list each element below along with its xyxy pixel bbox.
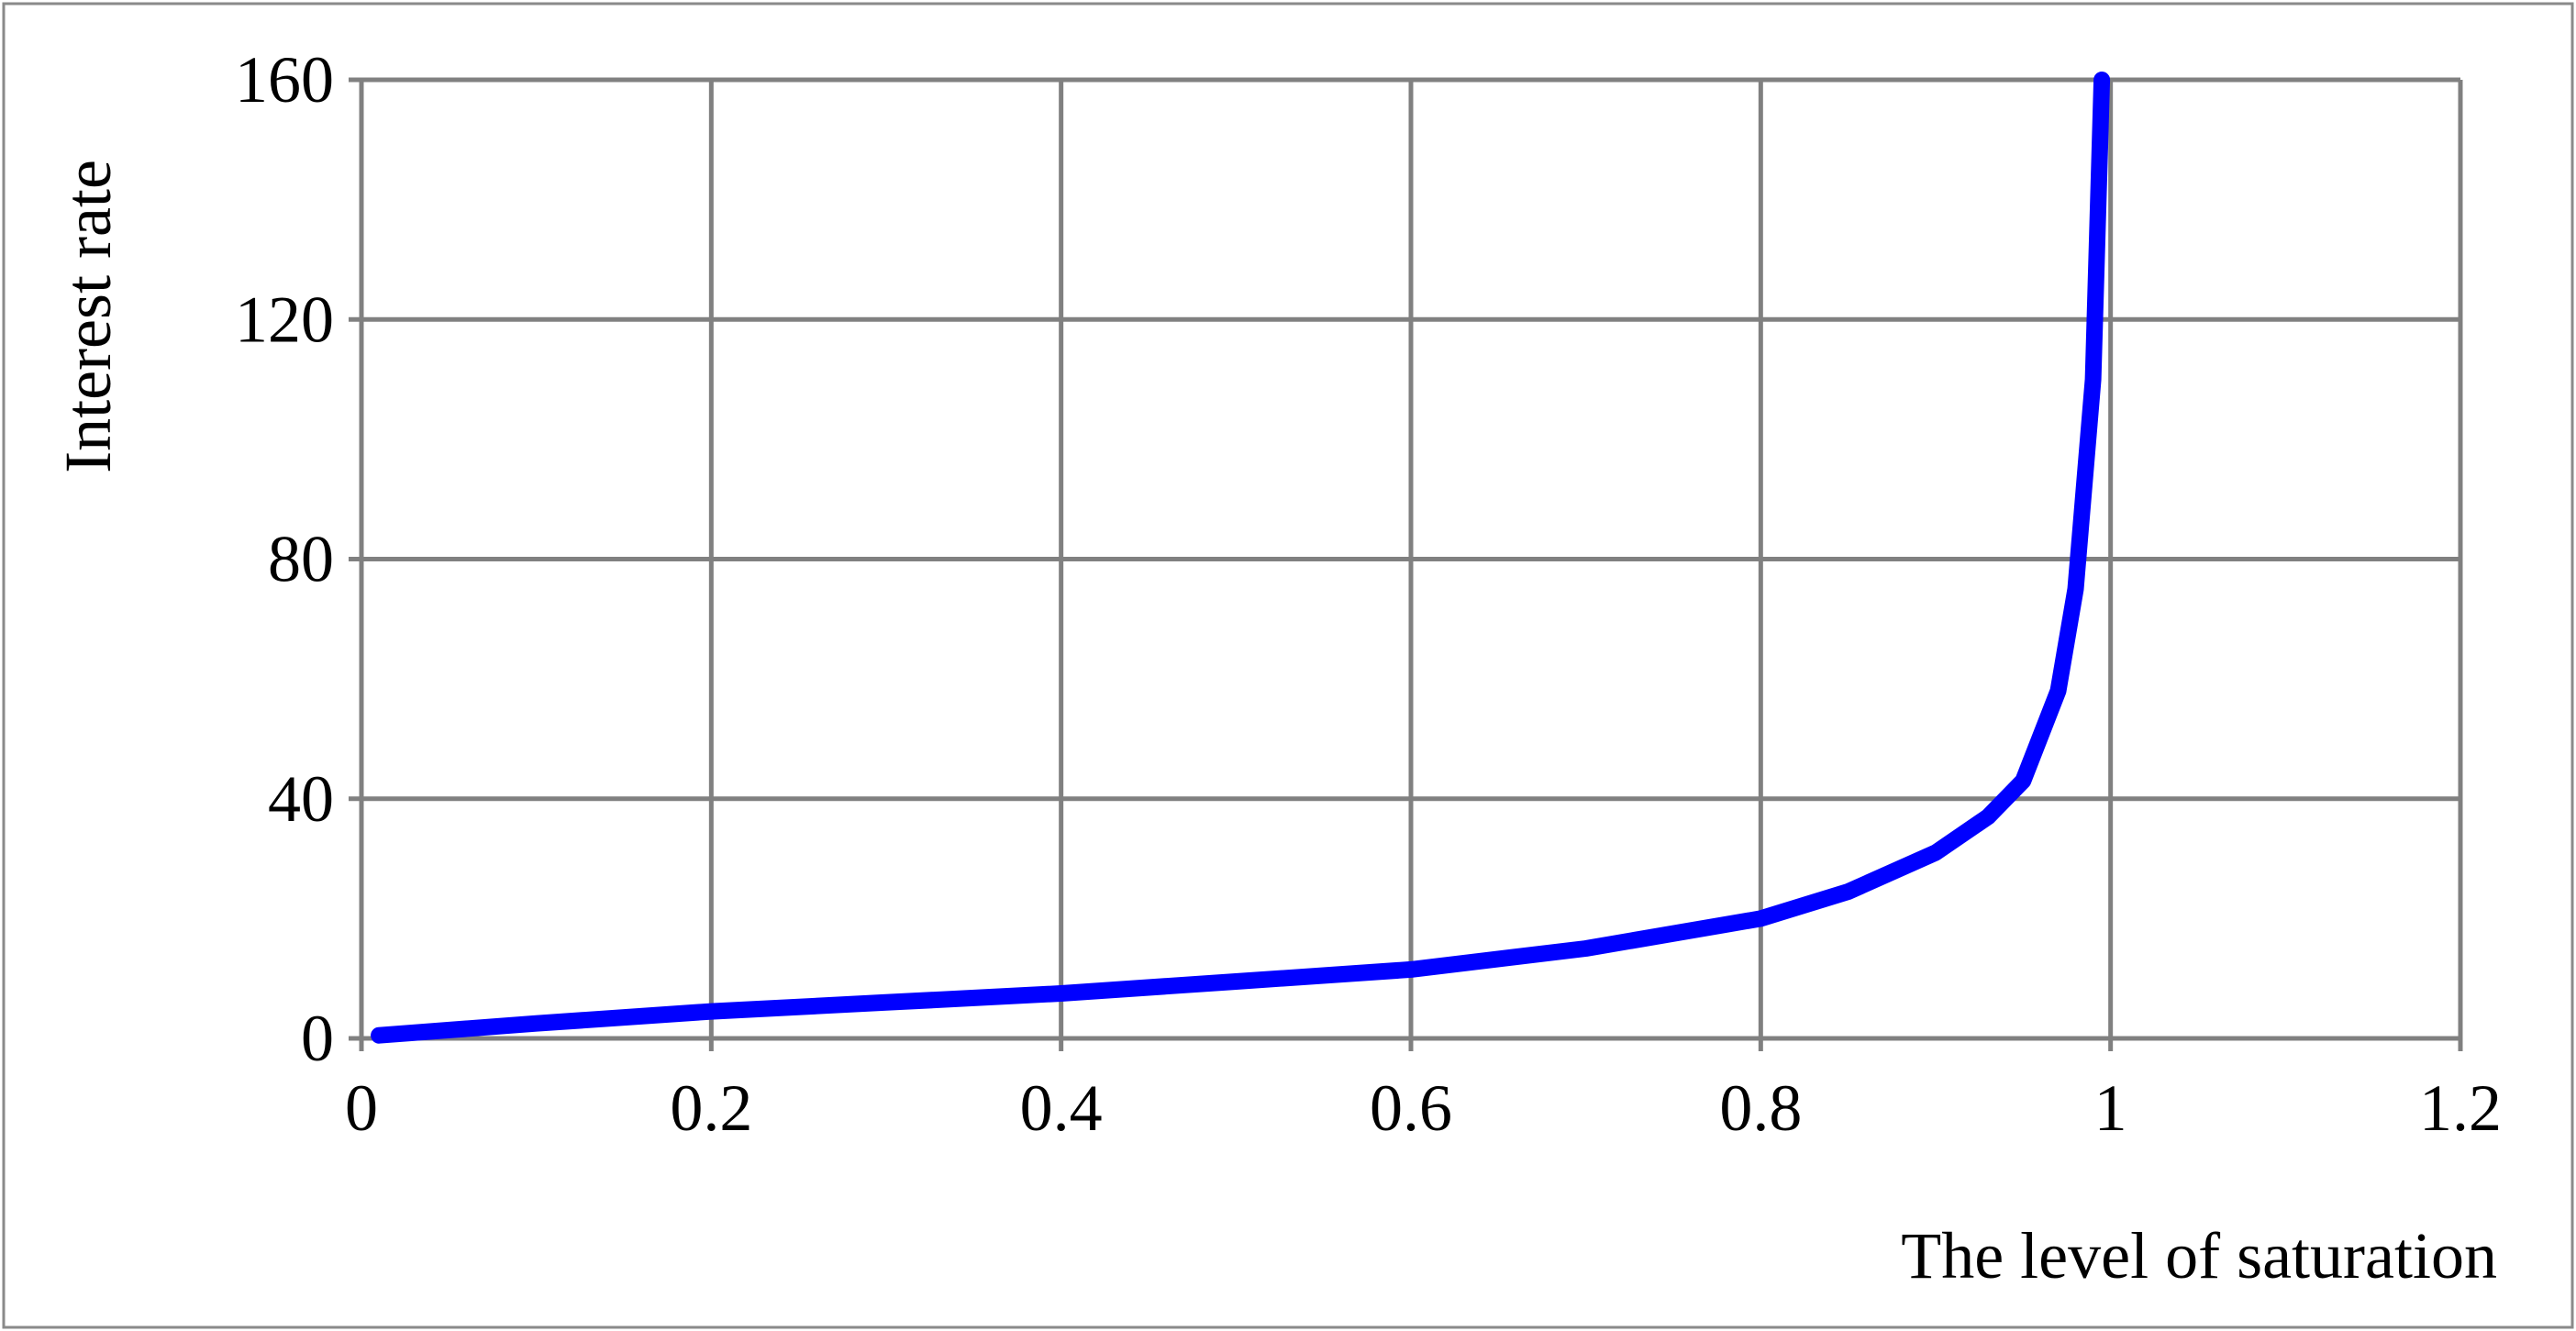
series-layer — [371, 72, 2111, 1044]
x-tick-label: 0.8 — [1719, 1071, 1802, 1145]
y-tick-label: 120 — [235, 283, 334, 356]
x-tick-label: 1.2 — [2419, 1071, 2502, 1145]
x-tick-labels: 0 0.2 0.4 0.6 0.8 1 1.2 — [345, 1071, 2502, 1145]
y-tick-label: 80 — [268, 523, 334, 596]
y-axis-title: Interest rate — [51, 160, 125, 473]
y-tick-label: 0 — [301, 1002, 334, 1075]
y-tick-label: 40 — [268, 762, 334, 836]
x-tick-label: 0.4 — [1020, 1071, 1103, 1145]
x-tick-label: 0 — [345, 1071, 378, 1145]
series-line — [371, 72, 2111, 1044]
x-tick-label: 0.6 — [1370, 1071, 1452, 1145]
x-tick-label: 0.2 — [670, 1071, 752, 1145]
x-axis-title: The level of saturation — [1901, 1219, 2497, 1292]
y-tick-label: 160 — [235, 43, 334, 116]
gridlines — [349, 77, 2463, 1051]
x-tick-label: 1 — [2094, 1071, 2127, 1145]
y-tick-labels: 0 40 80 120 160 — [235, 43, 334, 1075]
